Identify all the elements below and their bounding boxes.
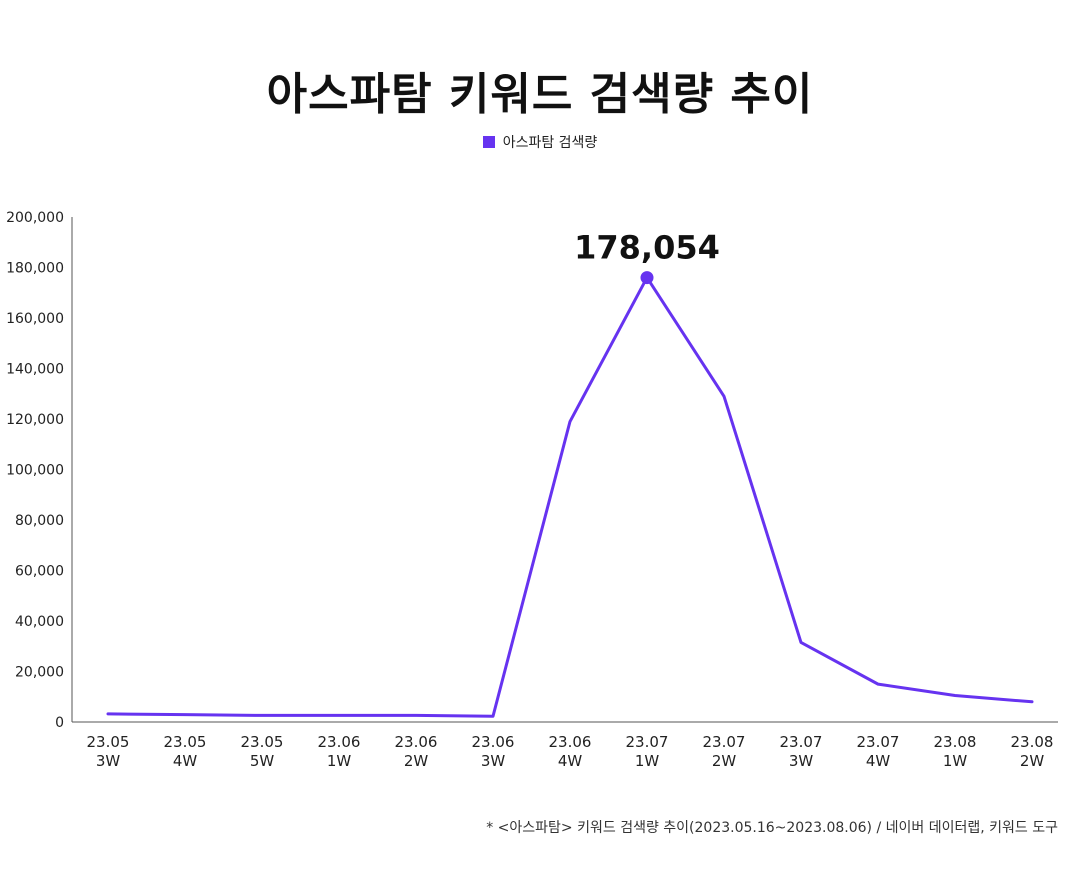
legend: 아스파탐 검색량	[0, 132, 1080, 152]
x-tick-label: 23.05 3W	[87, 733, 130, 770]
y-tick-label: 120,000	[6, 412, 64, 428]
x-tick-label: 23.06 3W	[472, 733, 515, 770]
peak-label: 178,054	[574, 229, 720, 267]
y-tick-label: 180,000	[6, 261, 64, 277]
x-tick-label: 23.07 1W	[626, 733, 669, 770]
x-tick-label: 23.07 2W	[703, 733, 746, 770]
x-tick-label: 23.06 1W	[318, 733, 361, 770]
legend-label: 아스파탐 검색량	[502, 135, 598, 151]
y-tick-label: 20,000	[15, 665, 64, 681]
y-tick-label: 160,000	[6, 311, 64, 327]
peak-marker	[640, 271, 654, 285]
x-tick-label: 23.06 4W	[549, 733, 592, 770]
x-tick-label: 23.05 5W	[241, 733, 284, 770]
chart-title: 아스파탐 키워드 검색량 추이	[266, 69, 814, 120]
x-tick-label: 23.06 2W	[395, 733, 438, 770]
y-tick-label: 200,000	[6, 210, 64, 226]
x-tick-label: 23.07 3W	[780, 733, 823, 770]
y-tick-label: 40,000	[15, 614, 64, 630]
series-line	[106, 276, 1034, 718]
y-tick-label: 60,000	[15, 564, 64, 580]
x-tick-label: 23.08 2W	[1011, 733, 1054, 770]
y-tick-label: 0	[55, 715, 64, 731]
source-note: * <아스파탐> 키워드 검색량 추이(2023.05.16~2023.08.0…	[486, 820, 1058, 836]
x-tick-label: 23.07 4W	[857, 733, 900, 770]
x-tick-label: 23.05 4W	[164, 733, 207, 770]
y-tick-label: 80,000	[15, 513, 64, 529]
x-tick-label: 23.08 1W	[934, 733, 977, 770]
y-tick-label: 140,000	[6, 362, 64, 378]
legend-swatch	[482, 136, 495, 148]
y-tick-label: 100,000	[6, 463, 64, 479]
line-chart: 0 20,000 40,000 60,000 80,000 100,000 120,000 1…	[6, 210, 1058, 770]
